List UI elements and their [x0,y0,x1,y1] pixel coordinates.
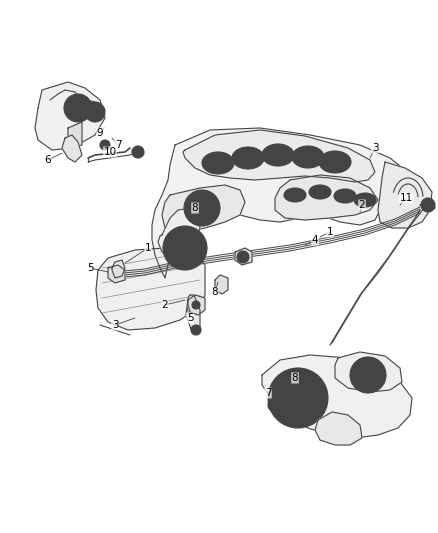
Polygon shape [235,248,252,265]
Polygon shape [188,295,205,315]
Ellipse shape [284,188,306,202]
Circle shape [135,149,141,155]
Circle shape [237,251,249,263]
Circle shape [350,357,386,393]
Circle shape [85,102,105,122]
Text: 3: 3 [112,320,118,330]
Polygon shape [35,82,105,150]
Ellipse shape [262,144,294,166]
Circle shape [171,234,199,262]
Polygon shape [158,208,200,258]
Polygon shape [152,128,410,278]
Circle shape [191,325,201,335]
Text: 3: 3 [372,143,378,153]
Circle shape [358,365,378,385]
Text: 1: 1 [145,243,151,253]
Circle shape [192,301,200,309]
Text: 7: 7 [265,388,271,398]
Text: 10: 10 [103,147,117,157]
Circle shape [70,100,86,116]
Polygon shape [262,355,412,438]
Polygon shape [96,248,205,330]
Text: 2: 2 [162,300,168,310]
Circle shape [64,94,92,122]
Text: 8: 8 [192,203,198,213]
Text: 9: 9 [97,128,103,138]
Text: 11: 11 [399,193,413,203]
Ellipse shape [354,193,376,207]
Polygon shape [68,122,82,148]
Polygon shape [162,185,245,235]
Circle shape [100,140,110,150]
Polygon shape [62,135,82,162]
Circle shape [421,198,435,212]
Circle shape [103,143,107,147]
Polygon shape [315,412,362,445]
Circle shape [179,242,191,254]
Circle shape [75,105,81,111]
Text: 6: 6 [45,155,51,165]
Text: 7: 7 [115,140,121,150]
Polygon shape [108,265,125,283]
Polygon shape [275,175,378,220]
Circle shape [272,402,278,408]
Circle shape [192,198,212,218]
Circle shape [163,226,207,270]
Circle shape [288,388,308,408]
Text: 5: 5 [187,313,193,323]
Polygon shape [112,260,125,278]
Text: 8: 8 [212,287,218,297]
Circle shape [184,190,220,226]
Text: 5: 5 [87,263,93,273]
Ellipse shape [334,189,356,203]
Ellipse shape [292,146,324,168]
Ellipse shape [319,151,351,173]
Polygon shape [183,130,375,182]
Circle shape [268,398,282,412]
Polygon shape [186,295,200,332]
Polygon shape [215,275,228,294]
Circle shape [268,368,328,428]
Polygon shape [378,162,432,228]
Circle shape [90,107,100,117]
Ellipse shape [202,152,234,174]
Ellipse shape [232,147,264,169]
Circle shape [132,146,144,158]
Ellipse shape [309,185,331,199]
Text: 8: 8 [292,373,298,383]
Polygon shape [335,352,402,392]
Text: 1: 1 [327,227,333,237]
Circle shape [278,378,318,418]
Text: 2: 2 [359,200,365,210]
Text: 4: 4 [312,235,318,245]
